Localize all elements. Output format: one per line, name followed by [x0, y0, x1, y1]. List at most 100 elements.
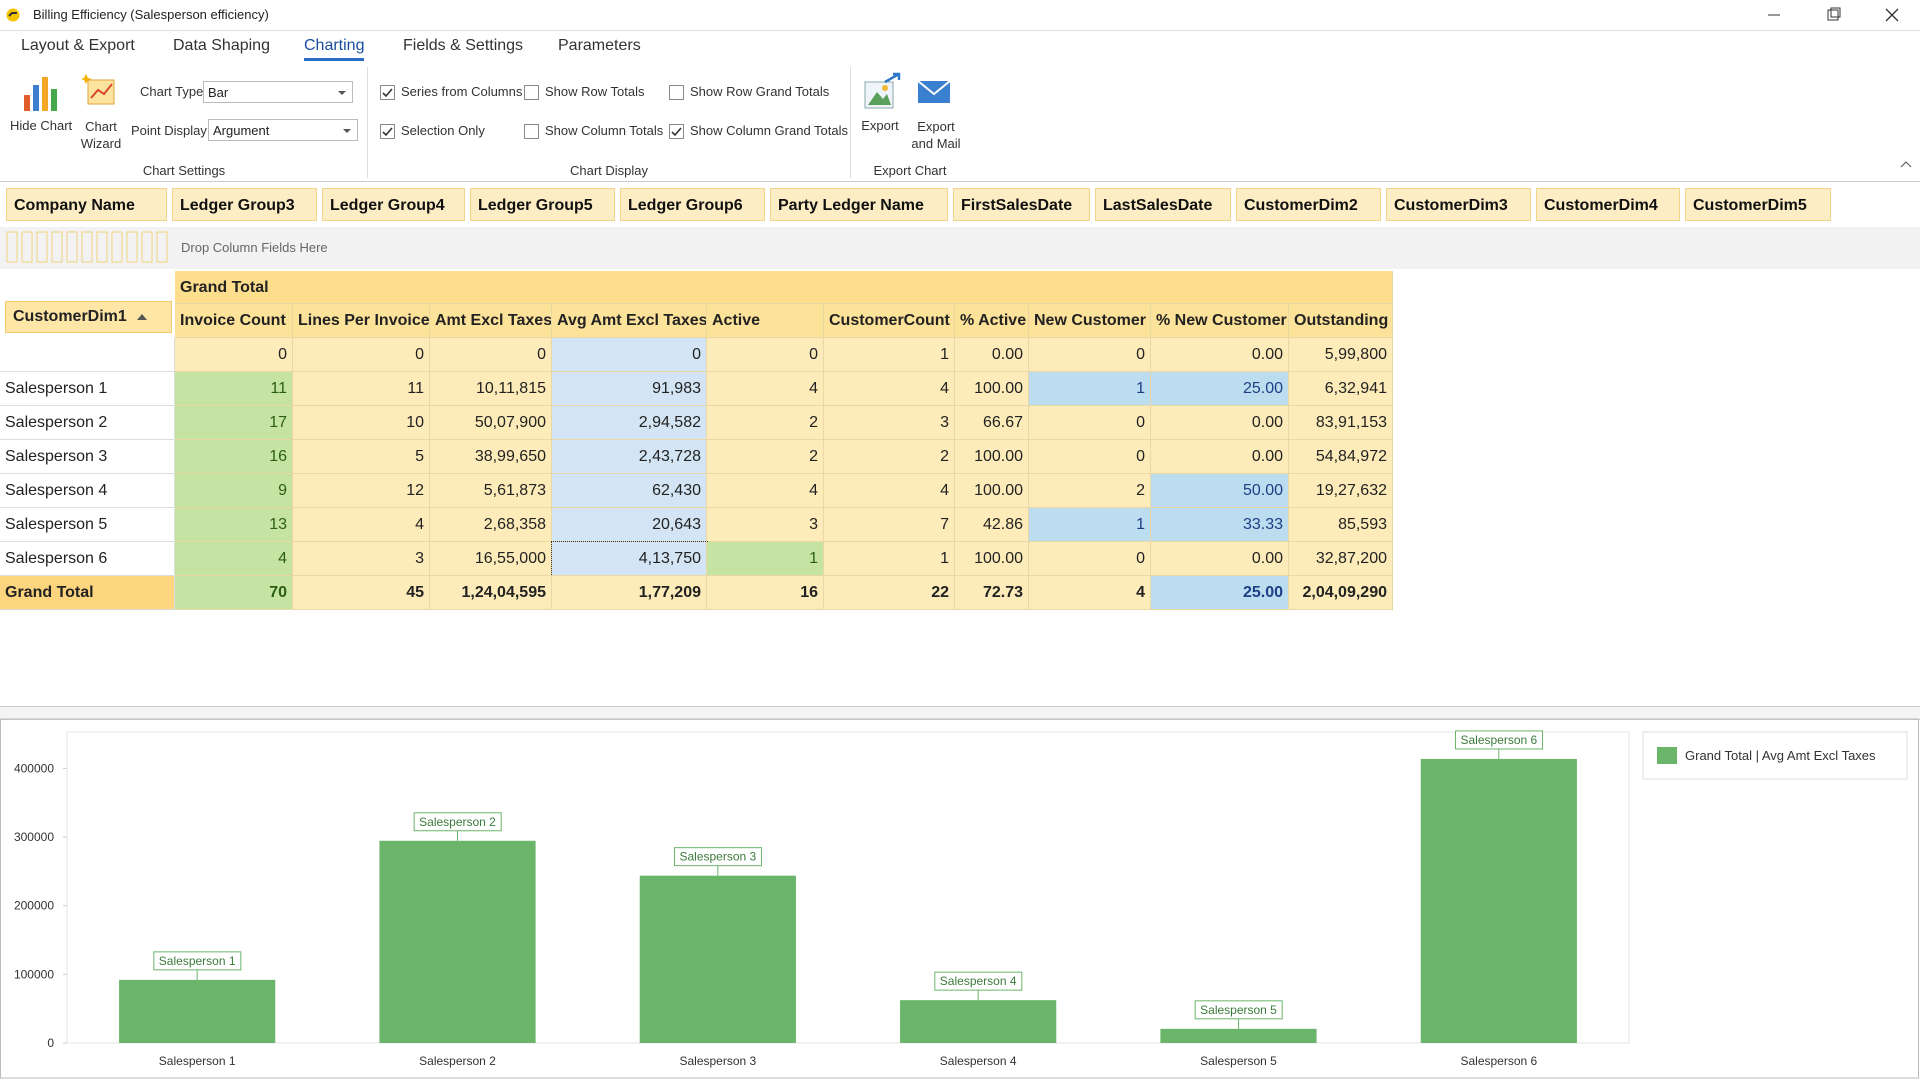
pivot-cell[interactable]: 50.00 [1151, 474, 1289, 508]
pivot-cell[interactable]: 100.00 [955, 474, 1029, 508]
hide-chart-icon[interactable] [22, 73, 62, 113]
column-header[interactable]: Outstanding [1289, 304, 1393, 338]
pivot-cell[interactable]: 72.73 [955, 576, 1029, 610]
pivot-cell[interactable]: 4 [824, 474, 955, 508]
checkbox-label[interactable]: Show Column Grand Totals [690, 123, 849, 138]
column-header[interactable]: Amt Excl Taxes [430, 304, 552, 338]
pivot-cell[interactable]: 0 [1029, 440, 1151, 474]
pivot-cell[interactable]: 19,27,632 [1289, 474, 1393, 508]
pivot-cell[interactable]: 0.00 [1151, 440, 1289, 474]
pivot-cell[interactable]: 4 [1029, 576, 1151, 610]
pivot-cell[interactable]: 0 [1029, 542, 1151, 576]
pivot-cell[interactable]: 32,87,200 [1289, 542, 1393, 576]
filter-field[interactable]: CustomerDim2 [1236, 188, 1381, 221]
hide-chart-button[interactable]: Hide Chart [10, 118, 73, 133]
pivot-cell[interactable]: 91,983 [552, 372, 707, 406]
pivot-cell[interactable]: 70 [175, 576, 293, 610]
pivot-cell[interactable]: 20,643 [552, 508, 707, 542]
pivot-cell[interactable]: 5,99,800 [1289, 338, 1393, 372]
window-controls[interactable] [1760, 6, 1910, 24]
pivot-cell[interactable]: 2,94,582 [552, 406, 707, 440]
pivot-cell[interactable]: 4 [824, 372, 955, 406]
pivot-cell[interactable]: 54,84,972 [1289, 440, 1393, 474]
pivot-cell[interactable]: 2 [707, 440, 824, 474]
ribbon-tab[interactable]: Fields & Settings [403, 37, 524, 54]
filter-field[interactable]: LastSalesDate [1095, 188, 1231, 221]
pivot-cell[interactable]: 0 [552, 338, 707, 372]
pivot-cell[interactable]: 2 [707, 406, 824, 440]
pivot-cell[interactable]: 62,430 [552, 474, 707, 508]
column-header[interactable]: Active [707, 304, 824, 338]
pivot-cell[interactable]: 9 [175, 474, 293, 508]
filter-field[interactable]: Ledger Group5 [470, 188, 615, 221]
pivot-cell[interactable]: 100.00 [955, 372, 1029, 406]
pivot-cell[interactable]: 0.00 [1151, 338, 1289, 372]
pivot-cell[interactable]: 0.00 [1151, 406, 1289, 440]
pivot-cell[interactable]: 3 [707, 508, 824, 542]
pivot-cell[interactable]: 4 [175, 542, 293, 576]
filter-field[interactable]: Ledger Group4 [322, 188, 465, 221]
ribbon-tab[interactable]: Layout & Export [21, 37, 135, 54]
pivot-cell[interactable]: 2,68,358 [430, 508, 552, 542]
column-header[interactable]: CustomerCount [824, 304, 955, 338]
pivot-cell[interactable]: 2 [1029, 474, 1151, 508]
pivot-cell[interactable]: 25.00 [1151, 372, 1289, 406]
pivot-cell[interactable]: 42.86 [955, 508, 1029, 542]
checkbox[interactable] [380, 124, 395, 139]
column-header[interactable]: New Customer [1029, 304, 1151, 338]
pivot-cell[interactable]: 2,43,728 [552, 440, 707, 474]
column-header[interactable]: % New Customer [1151, 304, 1289, 338]
chart-wizard-icon[interactable] [82, 72, 118, 108]
pivot-cell[interactable]: 3 [824, 406, 955, 440]
collapse-ribbon[interactable] [1900, 160, 1912, 168]
pivot-cell[interactable]: 0 [707, 338, 824, 372]
checkbox-label[interactable]: Series from Columns [401, 84, 523, 99]
filter-field[interactable]: Ledger Group3 [172, 188, 317, 221]
pivot-cell[interactable]: 4,13,750 [551, 541, 708, 577]
pivot-cell[interactable]: 4 [293, 508, 430, 542]
column-header[interactable]: Lines Per Invoice [293, 304, 430, 338]
pivot-cell[interactable]: 66.67 [955, 406, 1029, 440]
pivot-cell[interactable]: 16 [175, 440, 293, 474]
export-and-mail-button[interactable]: Export and Mail [911, 119, 961, 151]
ribbon-tab[interactable]: Data Shaping [173, 37, 270, 54]
column-header[interactable]: Avg Amt Excl Taxes [552, 304, 707, 338]
export-mail-icon[interactable] [917, 78, 953, 106]
pivot-cell[interactable]: 11 [293, 372, 430, 406]
pivot-cell[interactable]: 83,91,153 [1289, 406, 1393, 440]
column-header[interactable]: % Active [955, 304, 1029, 338]
pivot-cell[interactable]: 16,55,000 [430, 542, 552, 576]
pivot-cell[interactable]: 25.00 [1151, 576, 1289, 610]
pivot-cell[interactable]: 85,593 [1289, 508, 1393, 542]
pivot-cell[interactable]: 12 [293, 474, 430, 508]
column-header[interactable]: Invoice Count [175, 304, 293, 338]
pivot-cell[interactable]: 17 [175, 406, 293, 440]
pivot-cell[interactable]: 5,61,873 [430, 474, 552, 508]
pivot-cell[interactable]: 0 [1029, 406, 1151, 440]
filter-field[interactable]: CustomerDim3 [1386, 188, 1531, 221]
checkbox[interactable] [380, 85, 395, 100]
pivot-cell[interactable]: 45 [293, 576, 430, 610]
pivot-cell[interactable]: 38,99,650 [430, 440, 552, 474]
pivot-cell[interactable]: 1,77,209 [552, 576, 707, 610]
pivot-cell[interactable]: 1 [824, 542, 955, 576]
pivot-cell[interactable]: 7 [824, 508, 955, 542]
pivot-cell[interactable]: 0.00 [1151, 542, 1289, 576]
pivot-cell[interactable]: 1 [1029, 372, 1151, 406]
chart-type-combo[interactable]: Bar [203, 81, 353, 103]
pivot-cell[interactable]: 16 [707, 576, 824, 610]
filter-field[interactable]: Party Ledger Name [770, 188, 948, 221]
checkbox[interactable] [669, 85, 684, 100]
pivot-cell[interactable]: 1 [1029, 508, 1151, 542]
pivot-cell[interactable]: 4 [707, 474, 824, 508]
point-display-combo[interactable]: Argument [208, 119, 358, 141]
pivot-cell[interactable]: 3 [293, 542, 430, 576]
chart-wizard-button[interactable]: Chart Wizard [80, 119, 122, 151]
checkbox-label[interactable]: Show Row Totals [545, 84, 645, 99]
filter-field[interactable]: CustomerDim5 [1685, 188, 1831, 221]
pivot-cell[interactable]: 2 [824, 440, 955, 474]
filter-field[interactable]: FirstSalesDate [953, 188, 1090, 221]
pivot-cell[interactable]: 6,32,941 [1289, 372, 1393, 406]
pivot-cell[interactable]: 0.00 [955, 338, 1029, 372]
pivot-cell[interactable]: 22 [824, 576, 955, 610]
